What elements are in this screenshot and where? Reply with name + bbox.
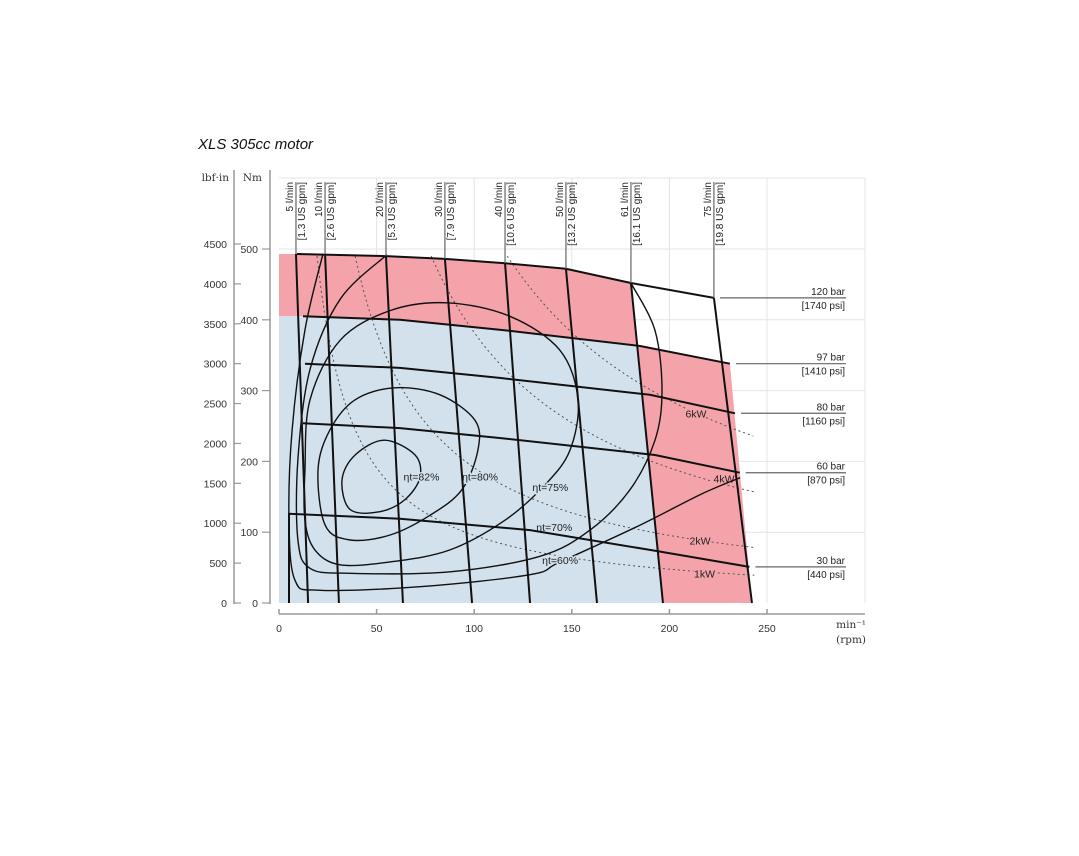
flow-label-gpm: [19.8 US gpm] (715, 182, 726, 246)
pressure-label: 120 bar (811, 287, 846, 298)
efficiency-contour-4 (288, 253, 741, 592)
x-tick-label: 250 (758, 623, 776, 635)
nm-axis-label: Nm (243, 172, 262, 184)
nm-tick-label: 500 (240, 244, 258, 256)
pressure-line (302, 315, 731, 365)
flow-label: 40 l/min (494, 182, 505, 217)
flow-label-gpm: [2.6 US gpm] (326, 182, 337, 241)
pressure-line (296, 253, 715, 299)
efficiency-label: ηt=80% (462, 471, 498, 483)
lbfin-tick-label: 1500 (204, 478, 228, 490)
flow-line (504, 263, 532, 604)
pressure-flow-lines (288, 253, 753, 604)
flow-label: 30 l/min (434, 182, 445, 217)
efficiency-label: ηt=60% (542, 555, 578, 567)
pressure-label: 80 bar (817, 402, 846, 413)
axes: 0 50 100 150 200 250 min⁻¹ (rpm) 0 100 200 300 400 50… (202, 170, 866, 646)
flow-line (712, 297, 753, 604)
nm-tick-label: 0 (252, 598, 258, 610)
pressure-label-psi: [440 psi] (807, 570, 845, 581)
flow-line (384, 256, 404, 604)
lbfin-tick-label: 3500 (204, 319, 228, 331)
nm-tick-label: 300 (240, 386, 258, 398)
efficiency-contour-3 (295, 254, 663, 575)
operating-regions (279, 254, 752, 603)
power-label: 6kW (685, 408, 706, 420)
lbfin-tick-label: 4000 (204, 279, 228, 291)
chart-title: XLS 305cc motor (198, 136, 314, 153)
power-line-6kw (506, 255, 754, 437)
flow-label-gpm: [13.2 US gpm] (567, 182, 578, 246)
region-intermittent-top (279, 254, 639, 346)
efficiency-contour-1 (317, 386, 481, 542)
flow-label: 5 l/min (285, 182, 296, 211)
pressure-label: 30 bar (817, 556, 846, 567)
pressure-label-psi: [870 psi] (807, 476, 845, 487)
lbfin-tick-label: 3000 (204, 359, 228, 371)
lbfin-tick-label: 2000 (204, 438, 228, 450)
flow-label: 61 l/min (620, 182, 631, 217)
efficiency-label: ηt=82% (404, 471, 440, 483)
pressure-line (302, 422, 740, 474)
flow-line (629, 282, 664, 604)
efficiency-contour-0 (341, 439, 422, 514)
power-line-4kw (430, 255, 756, 493)
x-axis-label: min⁻¹ (836, 619, 866, 631)
power-label: 2kW (690, 536, 711, 548)
lbfin-tick-label: 0 (221, 598, 227, 610)
flow-label: 50 l/min (555, 182, 566, 217)
lbfin-axis-label: lbf·in (202, 172, 230, 184)
pressure-label-psi: [1740 psi] (802, 301, 846, 312)
lbfin-tick-label: 1000 (204, 518, 228, 530)
flow-label: 20 l/min (375, 182, 386, 217)
nm-tick-label: 200 (240, 456, 258, 468)
flow-line (443, 258, 474, 604)
efficiency-label: ηt=75% (532, 482, 568, 494)
pressure-line (288, 512, 750, 603)
x-axis-unit: (rpm) (836, 634, 866, 646)
power-label: 1kW (694, 568, 715, 580)
flow-label-gpm: [7.9 US gpm] (446, 182, 457, 241)
efficiency-contour-2 (303, 301, 580, 567)
pressure-label-psi: [1410 psi] (802, 367, 846, 378)
x-tick-label: 150 (563, 623, 581, 635)
flow-label-gpm: [16.1 US gpm] (632, 182, 643, 246)
flow-label-gpm: [5.3 US gpm] (387, 182, 398, 241)
lbfin-tick-label: 500 (209, 558, 227, 570)
power-line-1kw (316, 256, 755, 576)
flow-label: 10 l/min (314, 182, 325, 217)
x-tick-label: 50 (371, 623, 383, 635)
nm-tick-label: 400 (240, 315, 258, 327)
pressure-line (304, 362, 736, 415)
line-labels: 5 l/min [1.3 US gpm] 10 l/min [2.6 US gpm] 2… (285, 182, 846, 581)
flow-line (294, 253, 310, 604)
x-tick-label: 200 (661, 623, 679, 635)
flow-line (324, 253, 340, 604)
pressure-label-psi: [1160 psi] (802, 416, 845, 427)
pressure-label: 60 bar (817, 462, 846, 473)
pressure-label: 97 bar (817, 353, 846, 364)
power-line-2kw (354, 255, 754, 548)
nm-tick-label: 100 (240, 527, 258, 539)
flow-line (564, 268, 598, 604)
region-continuous (279, 316, 663, 603)
lbfin-tick-label: 4500 (204, 239, 228, 251)
flow-label-gpm: [1.3 US gpm] (297, 182, 308, 241)
efficiency-contours: ηt=82% ηt=80%ηt=75%ηt=70%ηt=60% (288, 253, 741, 592)
lbfin-tick-label: 2500 (204, 399, 228, 411)
x-tick-label: 0 (276, 623, 282, 635)
flow-label-gpm: [10.6 US gpm] (506, 182, 517, 246)
flow-label: 75 l/min (703, 182, 714, 217)
x-tick-label: 100 (465, 623, 483, 635)
